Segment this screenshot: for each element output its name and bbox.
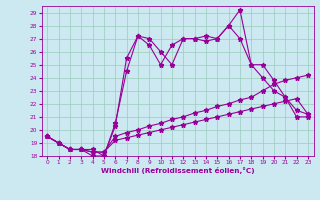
X-axis label: Windchill (Refroidissement éolien,°C): Windchill (Refroidissement éolien,°C) [101, 167, 254, 174]
